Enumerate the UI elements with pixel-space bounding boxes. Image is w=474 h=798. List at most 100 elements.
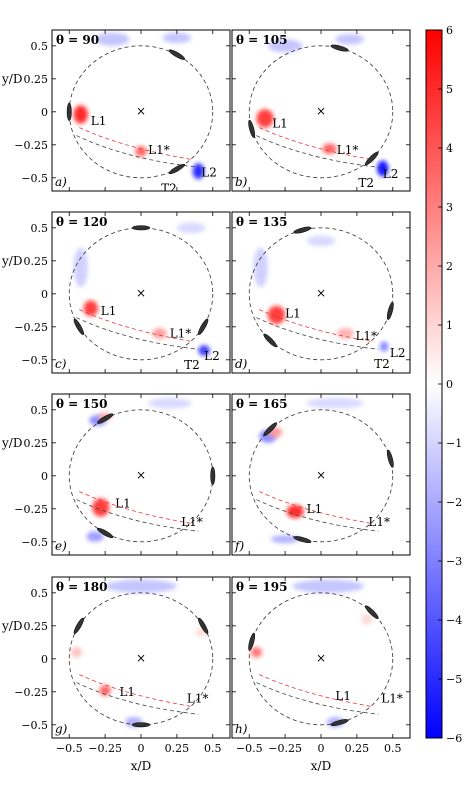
rotor-center-mark: × [316, 651, 326, 665]
panel-field: × L1 L1* [248, 397, 394, 544]
vorticity-blob [286, 504, 304, 519]
wake-curve-red [259, 674, 372, 707]
y-tick-label: −0.5 [21, 354, 48, 367]
vorticity-blob [176, 222, 206, 234]
x-tick-label: 0 [138, 742, 145, 755]
blade [73, 617, 84, 634]
panel-theta: θ = 135 [236, 215, 287, 229]
y-tick-label: 0 [41, 653, 48, 666]
blade [263, 333, 278, 348]
vorticity-blob [292, 579, 365, 593]
y-tick-label: 0 [41, 470, 48, 483]
colorbar-tick-label: −6 [446, 732, 462, 745]
vorticity-blob [250, 646, 263, 658]
vorticity-blob [73, 105, 88, 124]
blade [386, 449, 394, 468]
vorticity-blob [270, 535, 300, 544]
colorbar-ticks: 6 5 4 3 2 1 0 −1 −2 −3 −4 −5 −6 [438, 24, 462, 745]
y-axis-label: y/D [1, 436, 22, 450]
blade [364, 605, 379, 619]
rotor-path-circle [248, 45, 394, 179]
vorticity-blob [306, 397, 365, 409]
wake-curve-gray [256, 682, 379, 715]
panel-f: × L1 L1* θ = 165 f) [231, 393, 411, 556]
colorbar-tick-label: −5 [446, 673, 462, 686]
blade [248, 632, 256, 651]
colorbar-tick-label: −1 [446, 437, 462, 450]
vortex-label: L1 [91, 114, 107, 128]
y-axis-label: y/D [1, 72, 22, 86]
rotor-path-circle [248, 592, 394, 726]
blade [330, 44, 349, 52]
x-tick-label: −0.25 [88, 742, 122, 755]
vorticity-blob [322, 143, 337, 155]
blade [131, 722, 151, 728]
panel-label: f) [234, 539, 244, 553]
panel-label: a) [55, 175, 67, 189]
vorticity-blob [99, 685, 111, 696]
x-axis-label: x/D [311, 759, 331, 773]
vortex-label: L1 [272, 117, 288, 131]
blade [330, 719, 349, 726]
blade [293, 226, 312, 234]
panel-field: × L1 L1* [68, 579, 214, 728]
vorticity-blob [70, 646, 83, 658]
panel-field: × L1 L1* [248, 579, 403, 728]
vortex-label: L2 [390, 346, 406, 360]
panel-theta: θ = 90 [56, 33, 99, 47]
vortex-label: L1* [381, 691, 403, 705]
colorbar-tick-label: −2 [446, 496, 462, 509]
wake-curve-gray [256, 135, 379, 168]
vortex-label: L1* [181, 515, 203, 529]
vortex-label: L2 [201, 166, 217, 180]
rotor-path-circle [248, 227, 394, 361]
vortex-label: L1* [148, 143, 170, 157]
y-tick-label: 0.5 [31, 40, 49, 53]
vorticity-blob [162, 32, 192, 44]
vortex-label: L1* [355, 329, 377, 343]
rotor-center-mark: × [316, 286, 326, 300]
panel-c: × L1 L1* L2 T2 θ = 120 c) 0.5 0.25 0 −0.25 −0.5 y/D [1, 211, 231, 374]
vortex-label: L1 [307, 502, 323, 516]
vorticity-blob [198, 345, 210, 356]
x-tick-label: 0.25 [345, 742, 370, 755]
vorticity-blob [253, 247, 268, 288]
wake-curve-gray [256, 317, 379, 350]
panel-theta: θ = 195 [236, 580, 287, 594]
x-tick-label: −0.5 [236, 742, 263, 755]
wake-curve-gray [76, 682, 199, 715]
vortex-label: L1 [115, 497, 131, 511]
colorbar-tick-label: 6 [446, 24, 453, 37]
vorticity-blob [152, 328, 167, 339]
vorticity-blob [135, 146, 147, 157]
y-tick-label: −0.25 [14, 321, 48, 334]
rotor-center-mark: × [136, 104, 146, 118]
panel-h: × L1 L1* θ = 195 h) [231, 576, 411, 739]
blade [96, 527, 114, 539]
vortex-label: T2 [358, 176, 374, 190]
blade [198, 617, 209, 634]
y-tick-label: 0.25 [24, 73, 49, 86]
wake-curve-gray [256, 499, 379, 532]
vorticity-blob [336, 328, 355, 339]
x-tick-label: 0.25 [165, 742, 190, 755]
blade [364, 151, 379, 166]
vortex-label: L1 [335, 689, 351, 703]
y-tick-label: 0.25 [24, 620, 49, 633]
panel-theta: θ = 165 [236, 397, 287, 411]
colorbar-tick-label: 4 [446, 142, 453, 155]
x-tick-label: 0.5 [204, 742, 222, 755]
blade [73, 318, 84, 335]
vorticity-blob [306, 235, 336, 247]
colorbar-tick-label: 1 [446, 319, 453, 332]
vorticity-blob [105, 579, 177, 593]
y-tick-label: −0.25 [14, 686, 48, 699]
wake-curve-gray [76, 317, 199, 350]
y-tick-label: −0.25 [14, 139, 48, 152]
colorbar-tick-label: −4 [446, 614, 462, 627]
vorticity-blob [86, 531, 104, 542]
